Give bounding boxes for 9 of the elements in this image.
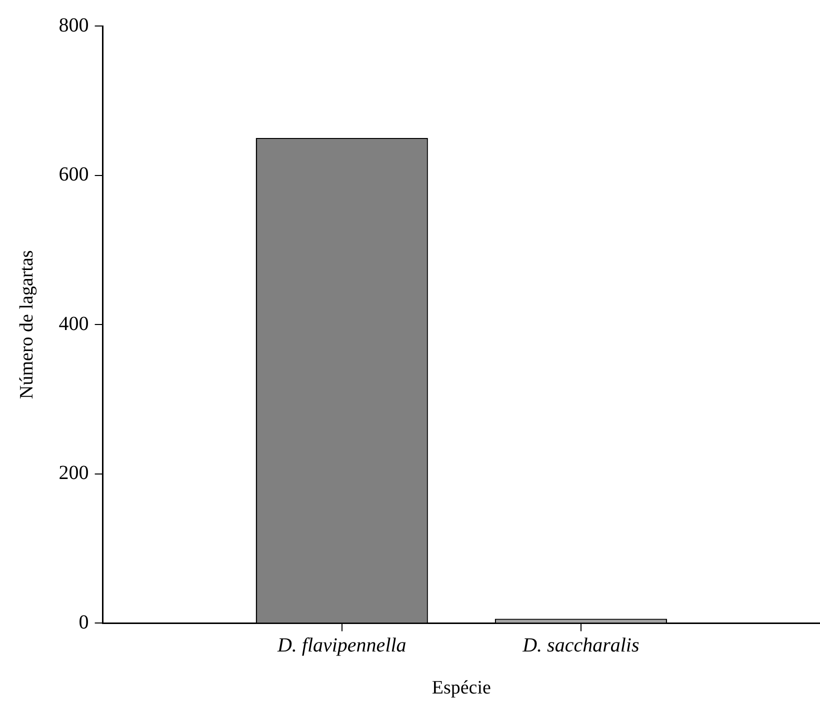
x-axis-title: Espécie [432,678,491,699]
x-tick-label: D. flavipennella [276,634,406,656]
y-axis-title: Número de lagartas [16,250,38,399]
y-tick-label: 400 [58,312,89,335]
x-tick-label: D. saccharalis [522,634,640,656]
y-tick-label: 200 [58,462,89,484]
y-tick-label: 0 [78,611,89,634]
y-tick-label: 800 [58,14,89,36]
y-tick-label: 600 [58,164,89,186]
